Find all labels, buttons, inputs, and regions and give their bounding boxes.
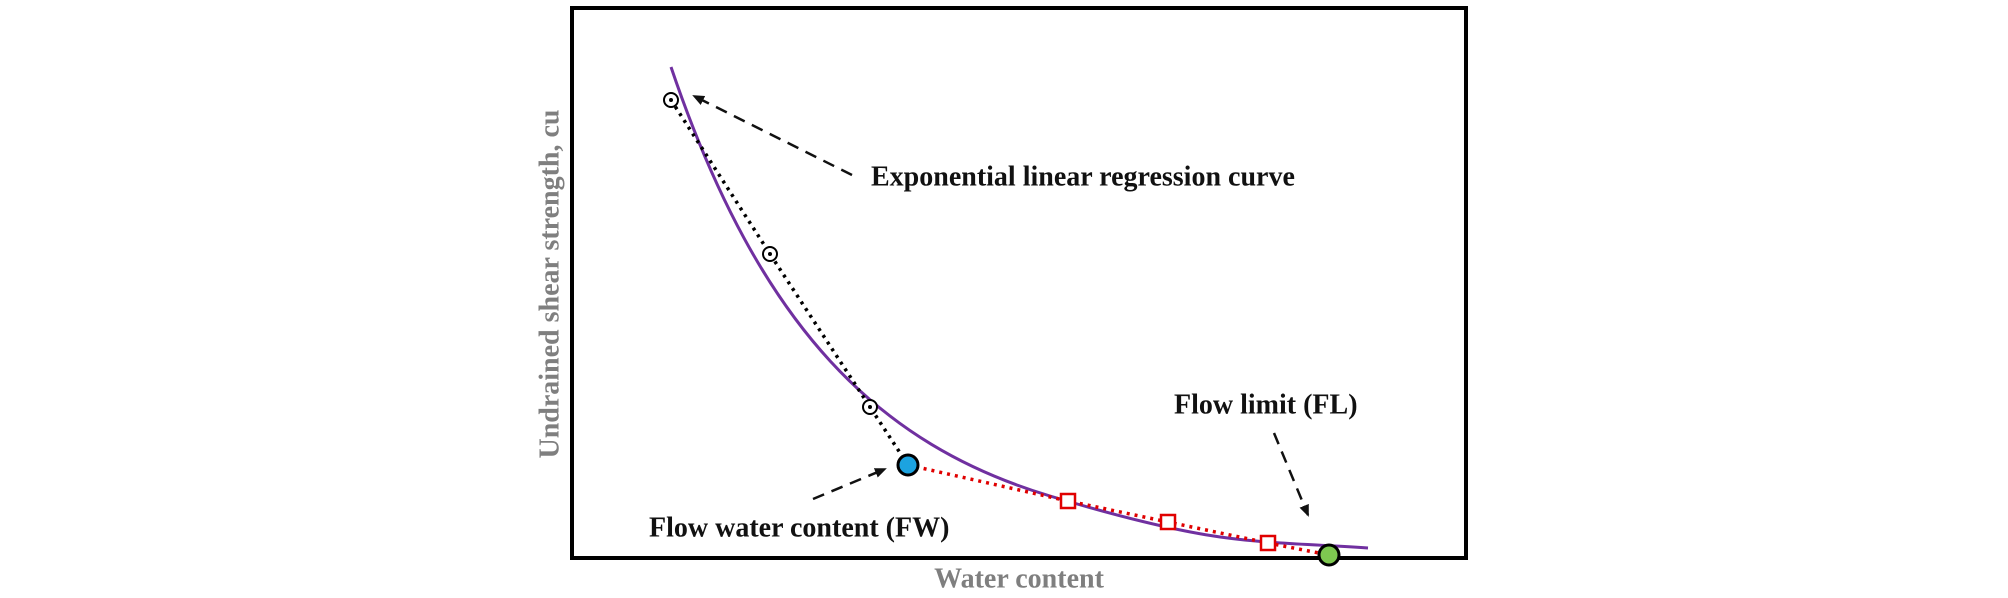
arrow — [1272, 432, 1310, 517]
arrow — [812, 467, 887, 501]
arrow — [692, 94, 853, 177]
annotation: Exponential linear regression curve — [871, 161, 1295, 192]
fl-point — [1317, 543, 1341, 567]
annotation: Flow water content (FW) — [649, 512, 949, 543]
point — [1259, 534, 1277, 552]
fw-point — [896, 453, 920, 477]
plot-frame — [570, 6, 1468, 560]
x-axis-label: Water content — [934, 563, 1104, 594]
annotation: Flow limit (FL) — [1174, 389, 1358, 420]
point — [1159, 513, 1177, 531]
regression-curve — [669, 66, 1369, 550]
y-axis-label: Undrained shear strength, cu — [534, 109, 565, 458]
point — [1059, 492, 1077, 510]
point-dot — [669, 98, 673, 102]
point-dot — [768, 252, 772, 256]
dotted-line-black — [669, 99, 910, 466]
point-dot — [868, 405, 872, 409]
square-points — [1059, 492, 1277, 552]
